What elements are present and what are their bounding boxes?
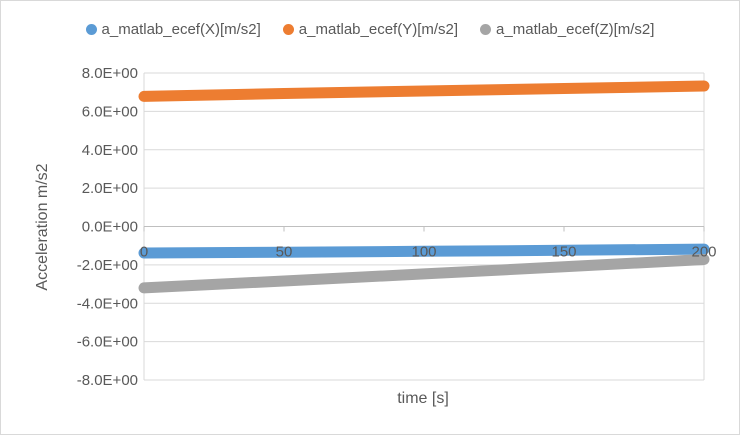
grid-layer	[143, 72, 705, 381]
y-tick-label: 0.0E+00	[82, 219, 138, 236]
legend-item-y: a_matlab_ecef(Y)[m/s2]	[282, 21, 459, 38]
legend: a_matlab_ecef(X)[m/s2] a_matlab_ecef(Y)[…	[1, 21, 739, 38]
legend-marker-y	[282, 24, 294, 35]
series-line-y	[138, 80, 710, 102]
legend-marker-x	[85, 24, 97, 35]
label-layer: 8.0E+00 6.0E+00 4.0E+00 2.0E+00 0.0E+00 -2.0E…	[77, 65, 717, 389]
legend-label-x: a_matlab_ecef(X)[m/s2]	[101, 21, 261, 38]
series-layer	[138, 80, 710, 294]
series-line-x	[138, 243, 710, 259]
x-axis-title: time [s]	[397, 390, 449, 407]
x-tick-label: 200	[691, 244, 716, 261]
legend-item-x: a_matlab_ecef(X)[m/s2]	[85, 21, 261, 38]
y-tick-label: 4.0E+00	[82, 142, 138, 159]
x-tick-label: 100	[411, 244, 436, 261]
legend-label-y: a_matlab_ecef(Y)[m/s2]	[298, 21, 459, 38]
series-line-z	[138, 254, 710, 294]
legend-marker-z	[480, 24, 492, 35]
y-tick-label: 8.0E+00	[82, 65, 138, 82]
x-tick-label: 150	[551, 244, 576, 261]
x-tick-label: 0	[140, 244, 148, 261]
y-tick-label: -8.0E+00	[77, 372, 138, 389]
y-tick-label: 6.0E+00	[82, 103, 138, 120]
legend-label-z: a_matlab_ecef(Z)[m/s2]	[496, 21, 655, 38]
y-tick-label: -6.0E+00	[77, 334, 138, 351]
y-tick-label: -2.0E+00	[77, 257, 138, 274]
y-axis-title: Acceleration m/s2	[34, 163, 51, 290]
legend-item-z: a_matlab_ecef(Z)[m/s2]	[480, 21, 654, 38]
x-tick-label: 50	[276, 244, 293, 261]
y-tick-label: -4.0E+00	[77, 295, 138, 312]
y-tick-label: 2.0E+00	[82, 180, 138, 197]
